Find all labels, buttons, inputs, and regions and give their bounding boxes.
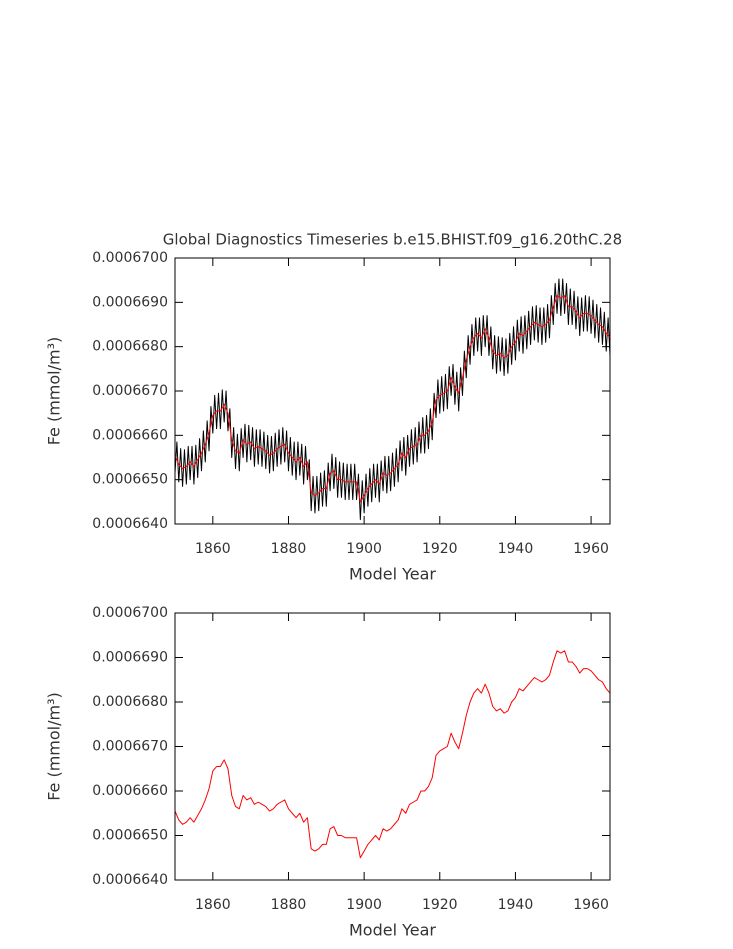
- x-tick-label: 1940: [498, 541, 534, 557]
- series-line: [174, 295, 611, 503]
- x-axis-label: Model Year: [349, 921, 436, 940]
- plot-frame: [174, 257, 611, 525]
- x-tick-label: 1900: [346, 897, 382, 913]
- y-tick-label: 0.0006640: [92, 872, 168, 888]
- x-tick-label: 1920: [422, 897, 458, 913]
- x-tick-label: 1900: [346, 541, 382, 557]
- x-tick-label: 1860: [195, 897, 231, 913]
- y-axis-label: Fe (mmol/m³): [45, 692, 64, 801]
- y-tick-label: 0.0006690: [92, 294, 168, 310]
- x-tick-label: 1920: [422, 541, 458, 557]
- y-tick-label: 0.0006650: [92, 828, 168, 844]
- y-tick-label: 0.0006640: [92, 516, 168, 532]
- y-tick-label: 0.0006670: [92, 739, 168, 755]
- y-tick-label: 0.0006660: [92, 427, 168, 443]
- y-tick-label: 0.0006690: [92, 650, 168, 666]
- x-tick-label: 1960: [573, 897, 609, 913]
- y-tick-label: 0.0006680: [92, 339, 168, 355]
- chart-title: Global Diagnostics Timeseries b.e15.BHIS…: [163, 231, 622, 250]
- y-tick-label: 0.0006650: [92, 472, 168, 488]
- y-tick-label: 0.0006680: [92, 694, 168, 710]
- x-tick-label: 1940: [498, 897, 534, 913]
- y-tick-label: 0.0006660: [92, 783, 168, 799]
- series-line: [174, 650, 611, 859]
- plot-frame: [174, 612, 611, 881]
- y-tick-label: 0.0006700: [92, 605, 168, 621]
- x-tick-label: 1860: [195, 541, 231, 557]
- x-tick-label: 1880: [271, 897, 307, 913]
- x-tick-label: 1880: [271, 541, 307, 557]
- y-tick-label: 0.0006700: [92, 250, 168, 266]
- x-axis-label: Model Year: [349, 565, 436, 584]
- x-tick-label: 1960: [573, 541, 609, 557]
- series-line: [174, 278, 611, 521]
- y-axis-label: Fe (mmol/m³): [45, 337, 64, 446]
- y-tick-label: 0.0006670: [92, 383, 168, 399]
